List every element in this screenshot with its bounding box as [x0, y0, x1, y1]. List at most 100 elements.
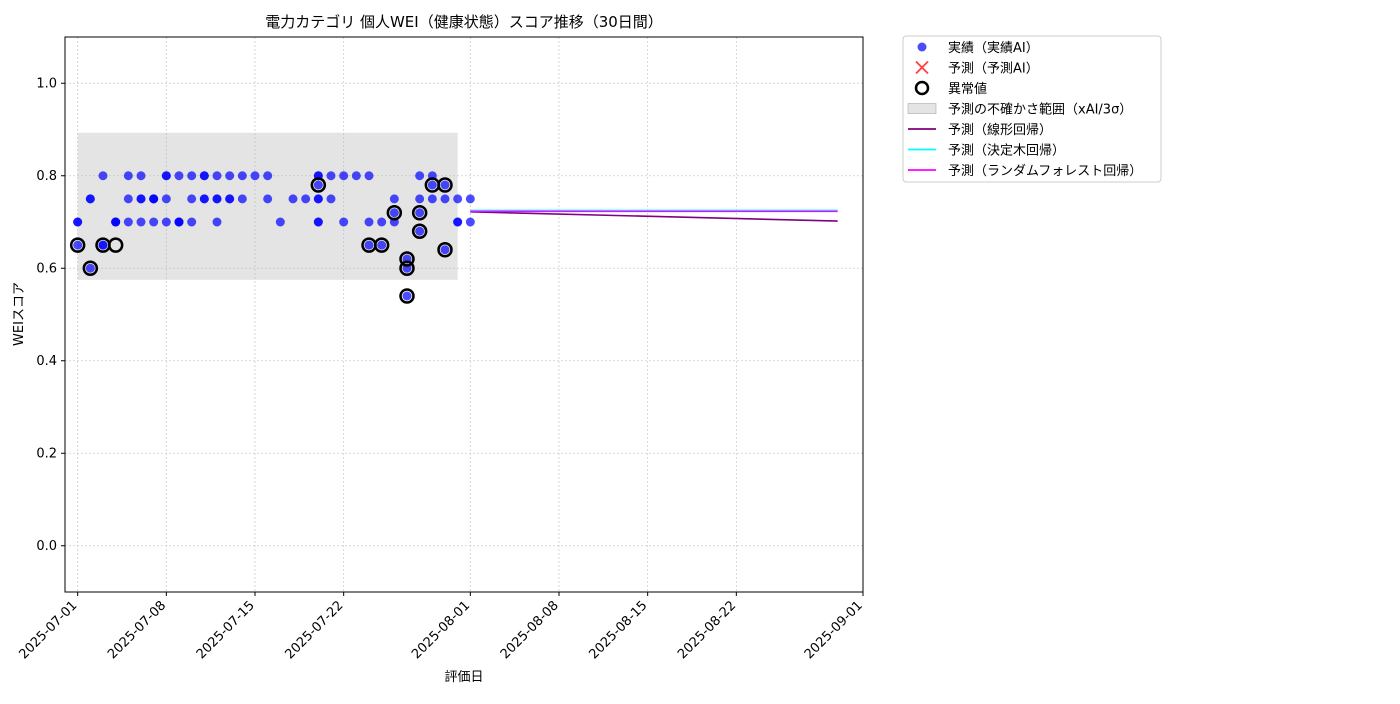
actual-point: [85, 194, 95, 204]
x-tick-label: 2025-08-08: [498, 598, 562, 662]
actual-point: [339, 171, 349, 181]
actual-point: [73, 240, 83, 250]
actual-point: [123, 194, 133, 204]
actual-point: [123, 217, 133, 227]
actual-point: [326, 171, 336, 181]
x-tick-label: 2025-07-01: [16, 598, 80, 662]
actual-point: [351, 171, 361, 181]
actual-point: [440, 194, 450, 204]
legend-anomaly-swatch: [914, 80, 930, 96]
actual-point: [187, 194, 197, 204]
legend-point-swatch: [917, 42, 927, 52]
actual-point: [313, 180, 323, 190]
forecast-line: [470, 211, 838, 222]
actual-point: [237, 194, 247, 204]
actual-point: [212, 217, 222, 227]
legend-label: 予測（線形回帰）: [948, 122, 1052, 138]
grid-layer: [65, 37, 864, 592]
actual-point: [212, 171, 222, 181]
y-tick-label: 0.0: [36, 539, 57, 554]
actual-point: [377, 217, 387, 227]
anomaly-marker: [82, 260, 99, 276]
forecast-line-layer: [470, 209, 838, 222]
actual-point: [440, 245, 450, 255]
actual-point: [364, 217, 374, 227]
legend-label: 予測の不確かさ範囲（xAI/3σ）: [948, 102, 1132, 118]
actual-point: [313, 217, 323, 227]
actual-point: [237, 171, 247, 181]
legend-frame: [902, 35, 1162, 183]
actual-point: [250, 171, 260, 181]
y-axis-label: WEIスコア: [12, 282, 27, 346]
actual-point: [339, 217, 349, 227]
actual-point: [364, 240, 374, 250]
chart-title: 電力カテゴリ 個人WEI（健康状態）スコア推移（30日間）: [265, 13, 663, 31]
actual-point: [136, 194, 146, 204]
actual-point: [389, 208, 399, 218]
anomaly-marker: [399, 251, 415, 267]
actual-points-layer: [73, 171, 475, 301]
y-tick-label: 0.2: [36, 446, 57, 461]
actual-point: [415, 208, 425, 218]
actual-point: [326, 194, 336, 204]
actual-point: [199, 194, 209, 204]
actual-point: [453, 217, 463, 227]
anomaly-marker: [69, 237, 86, 253]
actual-point: [149, 217, 159, 227]
actual-point: [199, 171, 209, 181]
legend-label: 実績（実績AI）: [948, 40, 1039, 56]
legend-label: 予測（予測AI）: [948, 62, 1039, 77]
actual-point: [212, 194, 222, 204]
actual-point: [377, 240, 387, 250]
actual-point: [123, 171, 133, 181]
legend-label: 予測（ランダムフォレスト回帰）: [948, 163, 1142, 179]
actual-point: [453, 194, 463, 204]
actual-point: [98, 240, 108, 250]
actual-point: [98, 171, 108, 181]
x-tick-label: 2025-09-01: [802, 598, 866, 662]
actual-point: [275, 217, 285, 227]
anomaly-marker: [437, 242, 453, 258]
actual-point: [161, 194, 171, 204]
actual-point: [440, 180, 450, 190]
x-tick-layer: 2025-07-01 2025-07-08 2025-07-15 2025-07-22…: [16, 592, 866, 662]
x-tick-label: 2025-08-15: [586, 598, 650, 662]
anomaly-marker: [411, 223, 428, 239]
actual-point: [174, 217, 184, 227]
anomaly-marker: [386, 205, 403, 221]
actual-point: [111, 217, 121, 227]
actual-point: [288, 194, 298, 204]
actual-point: [187, 171, 197, 181]
actual-point: [161, 171, 171, 181]
actual-point: [263, 194, 273, 204]
x-tick-label: 2025-07-15: [194, 598, 258, 662]
actual-point: [402, 291, 412, 301]
x-tick-label: 2025-08-01: [409, 598, 473, 662]
anomaly-layer: [69, 177, 453, 304]
anomaly-marker: [399, 260, 415, 276]
actual-point: [225, 194, 235, 204]
x-axis-label: 評価日: [444, 670, 483, 685]
anomaly-marker: [437, 177, 453, 193]
actual-point: [85, 263, 95, 273]
actual-point: [73, 217, 83, 227]
actual-point: [149, 194, 159, 204]
actual-point: [136, 217, 146, 227]
y-tick-label: 0.6: [36, 261, 57, 276]
actual-point: [427, 194, 437, 204]
legend-band-swatch: [907, 103, 937, 114]
anomaly-marker: [399, 288, 415, 304]
x-tick-label: 2025-07-08: [105, 598, 169, 662]
legend-label: 異常値: [948, 81, 987, 97]
actual-point: [364, 171, 374, 181]
actual-point: [427, 180, 437, 190]
legend-x-swatch: [915, 60, 929, 75]
y-tick-layer: 0.0 0.2 0.4 0.6 0.8 1.0: [36, 76, 65, 554]
y-tick-label: 1.0: [36, 76, 57, 91]
actual-point: [263, 171, 273, 181]
x-tick-label: 2025-07-22: [282, 598, 346, 662]
actual-point: [415, 171, 425, 181]
actual-point: [225, 171, 235, 181]
